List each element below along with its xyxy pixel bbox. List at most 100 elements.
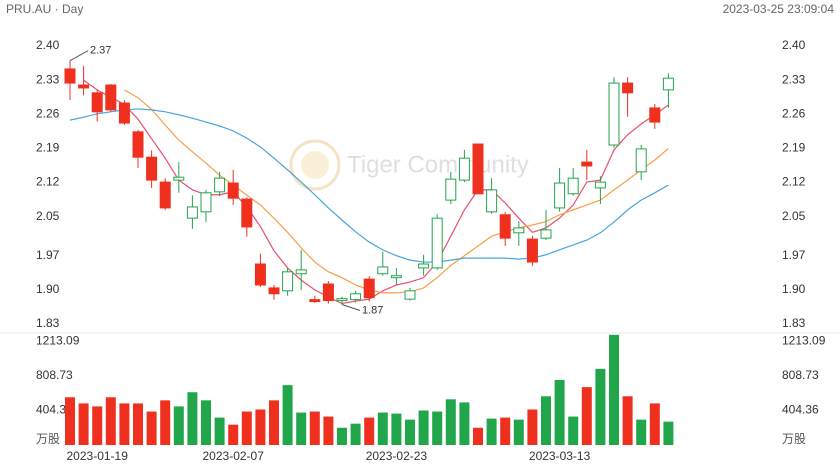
candle-body (404, 290, 416, 300)
volume-tick-label: 808.73 (36, 368, 73, 382)
candle-body (268, 287, 280, 295)
annotation-leader (341, 304, 361, 311)
y-tick-label: 2.05 (36, 209, 60, 223)
candle-body (594, 181, 606, 189)
candle-body (445, 178, 457, 201)
candle-body (78, 84, 90, 89)
candle-body (567, 177, 579, 195)
volume-bar (78, 403, 89, 445)
volume-unit: 万股 (782, 432, 806, 446)
volume-bar (65, 397, 75, 445)
volume-bar (160, 400, 171, 445)
volume-bar (649, 403, 660, 445)
candle-body (526, 238, 538, 263)
volume-bar (377, 412, 388, 445)
volume-unit: 万股 (36, 432, 60, 446)
candle-body (295, 269, 307, 275)
y-tick-label: 2.05 (782, 209, 806, 223)
moving-average-line (124, 89, 669, 294)
volume-bar (282, 385, 293, 445)
volume-bar (405, 419, 415, 445)
volume-bar (568, 416, 579, 445)
volume-bar (228, 424, 239, 445)
volume-bar (187, 392, 198, 445)
volume-bar (432, 411, 443, 445)
y-tick-label: 1.97 (36, 248, 60, 262)
candle-body (105, 84, 117, 111)
candle-body (513, 227, 525, 234)
candle-body (241, 198, 253, 228)
watermark: Tiger Community (347, 151, 529, 178)
volume-tick-label: 1213.09 (36, 334, 80, 348)
volume-bar (473, 427, 483, 445)
candle-body (635, 148, 647, 173)
volume-tick-label: 1213.09 (782, 334, 826, 348)
volume-bar (255, 409, 266, 445)
candle-body (173, 176, 185, 181)
y-tick-label: 2.33 (782, 72, 806, 86)
y-tick-label: 1.90 (782, 282, 806, 296)
y-tick-label: 2.12 (36, 175, 60, 189)
volume-bar (595, 368, 606, 445)
volume-bar (296, 412, 307, 445)
candle-body (377, 266, 389, 275)
volume-bar (622, 396, 633, 445)
volume-bar (173, 406, 184, 445)
x-tick-label: 2023-03-13 (529, 449, 591, 463)
x-tick-label: 2023-02-23 (366, 449, 428, 463)
moving-average-line (69, 108, 669, 263)
volume-bar (541, 396, 551, 445)
annotation-leader (69, 50, 89, 62)
candle-body (662, 77, 674, 91)
volume-bar (513, 419, 524, 445)
x-tick-label: 2023-02-07 (203, 449, 265, 463)
volume-bar (146, 411, 157, 445)
volume-bar (609, 334, 619, 445)
volume-bar (323, 416, 334, 445)
y-tick-label: 2.19 (36, 141, 60, 155)
volume-bar (364, 417, 375, 445)
volume-bar (636, 419, 647, 445)
x-tick-label: 2023-01-19 (67, 449, 129, 463)
candle-body (227, 182, 239, 199)
candle-body (649, 107, 661, 123)
y-tick-label: 2.26 (36, 106, 60, 120)
candle-body (540, 229, 552, 239)
y-tick-label: 2.40 (782, 38, 806, 52)
volume-bar (309, 411, 320, 445)
candle-body (472, 143, 484, 195)
y-tick-label: 2.40 (36, 38, 60, 52)
candle-body (132, 131, 144, 158)
candle-body (200, 192, 212, 213)
y-tick-label: 2.33 (36, 72, 60, 86)
high-annotation: 2.37 (90, 45, 111, 57)
candle-body (581, 161, 593, 167)
y-tick-label: 2.19 (782, 141, 806, 155)
volume-bar (119, 403, 130, 445)
volume-bar (500, 417, 511, 445)
candle-body (350, 293, 362, 301)
volume-bar (418, 410, 429, 445)
y-tick-label: 1.97 (782, 248, 806, 262)
y-tick-label: 1.83 (782, 316, 806, 330)
candle-body (186, 206, 198, 219)
volume-bar (337, 427, 347, 445)
volume-bar (459, 402, 470, 445)
y-tick-label: 1.90 (36, 282, 60, 296)
candle-body (146, 156, 158, 181)
candle-body (322, 283, 334, 302)
candle-body (159, 181, 171, 209)
candle-body (458, 157, 470, 181)
candle-body (214, 177, 226, 193)
volume-bar (350, 423, 361, 445)
candle-body (390, 275, 402, 279)
volume-bar (663, 421, 674, 445)
volume-bar (269, 400, 279, 445)
y-tick-label: 2.12 (782, 175, 806, 189)
candle-body (499, 214, 511, 239)
y-tick-label: 1.83 (36, 316, 60, 330)
volume-bar (486, 418, 497, 445)
candle-body (418, 263, 430, 269)
volume-bar (241, 411, 252, 445)
